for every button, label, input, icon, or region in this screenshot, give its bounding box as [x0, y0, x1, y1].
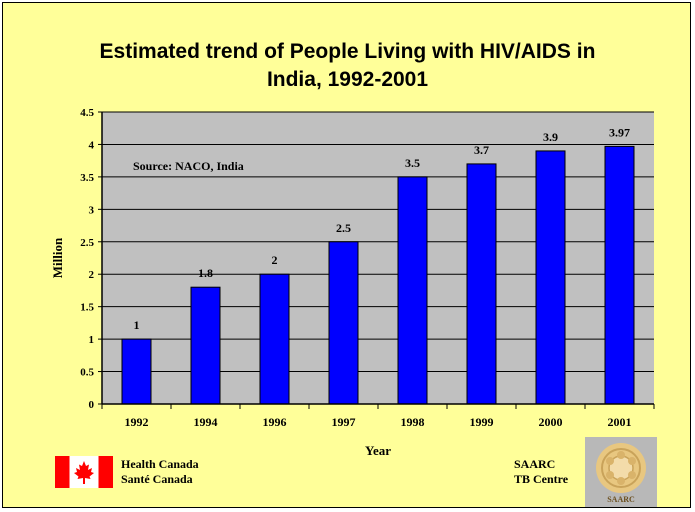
y-tick-label: 0: [89, 399, 95, 411]
data-label: 2.5: [336, 221, 351, 235]
chart-title-line2: India, 1992-2001: [266, 68, 429, 91]
bar: [328, 241, 359, 405]
data-label: 2: [272, 253, 278, 267]
y-tick-label: 3: [89, 204, 95, 216]
health-canada-label: Health Canada Santé Canada: [121, 457, 199, 487]
data-label: 3.5: [405, 156, 420, 170]
y-tick-label: 4.5: [80, 107, 94, 119]
data-label: 1: [134, 318, 140, 332]
saarc-logo-icon: SAARC: [585, 437, 657, 512]
bar: [535, 150, 566, 405]
y-tick-label: 1: [89, 334, 95, 346]
data-label: 3.97: [609, 125, 630, 139]
data-label: 3.7: [474, 143, 489, 157]
x-tick-label: 1992: [125, 415, 149, 429]
bar: [397, 176, 428, 405]
saarc-line1: SAARC: [514, 457, 556, 471]
x-tick-label: 1997: [332, 415, 356, 429]
y-tick-label: 4: [89, 139, 95, 151]
x-tick-label: 1999: [470, 415, 494, 429]
bar: [604, 145, 635, 405]
y-tick-label: 2.5: [80, 237, 94, 249]
y-axis-title: Million: [50, 237, 65, 278]
x-axis-title: Year: [365, 443, 391, 458]
source-annotation: Source: NACO, India: [133, 159, 244, 173]
plot-area: [102, 112, 654, 404]
chart-title: Estimated trend of People Living with HI…: [0, 38, 695, 94]
data-label: 3.9: [543, 130, 558, 144]
y-tick-label: 2: [89, 269, 95, 281]
x-tick-label: 1996: [263, 415, 287, 429]
saarc-tb-centre-label: SAARC TB Centre: [514, 457, 568, 487]
x-tick-label: 1998: [401, 415, 425, 429]
health-canada-line2: Santé Canada: [121, 472, 193, 486]
bar: [466, 163, 497, 405]
saarc-logo-text: SAARC: [607, 495, 635, 504]
y-tick-label: 3.5: [80, 172, 94, 184]
health-canada-line1: Health Canada: [121, 457, 199, 471]
data-label: 1.8: [198, 266, 213, 280]
bar: [259, 273, 290, 405]
bar: [190, 286, 221, 405]
chart-title-line1: Estimated trend of People Living with HI…: [99, 40, 596, 63]
bar: [121, 338, 152, 405]
y-tick-label: 0.5: [80, 367, 94, 379]
x-tick-label: 2000: [539, 415, 563, 429]
x-tick-label: 1994: [194, 415, 218, 429]
y-tick-label: 1.5: [80, 302, 94, 314]
x-tick-label: 2001: [608, 415, 632, 429]
canada-flag-icon: [55, 456, 113, 493]
saarc-line2: TB Centre: [514, 472, 569, 486]
